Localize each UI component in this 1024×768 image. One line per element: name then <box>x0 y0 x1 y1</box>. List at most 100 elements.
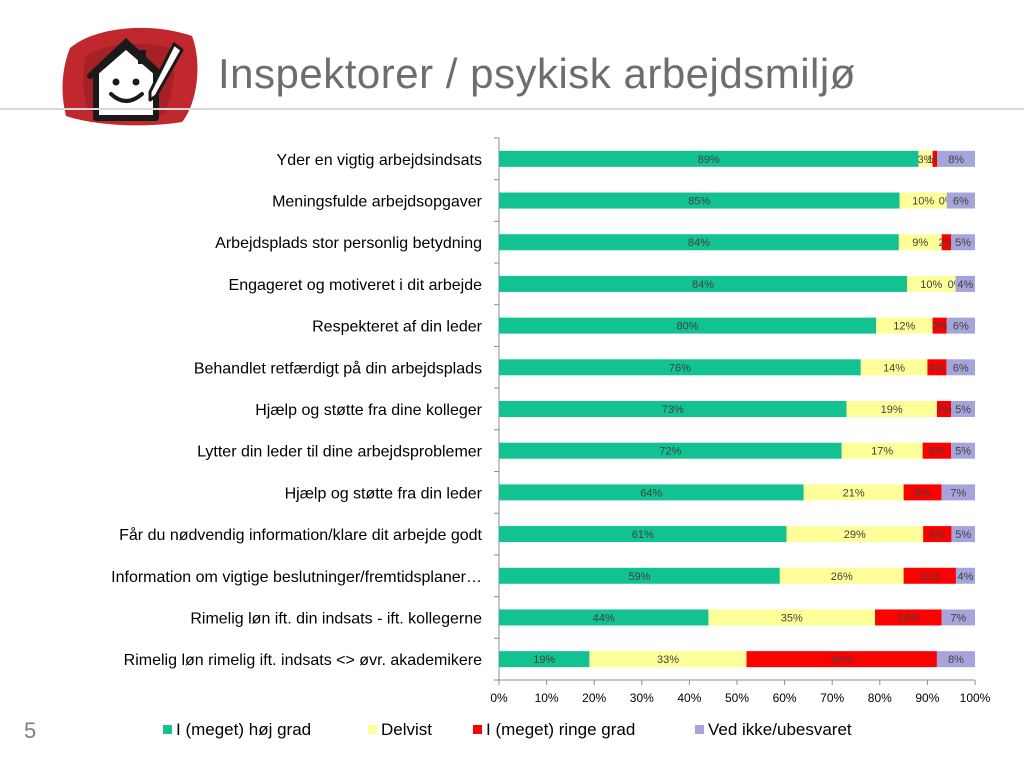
legend-label: I (meget) høj grad <box>176 720 311 739</box>
data-label: 84% <box>688 237 710 249</box>
bar-segment <box>589 651 747 668</box>
data-label: 21% <box>843 487 865 499</box>
bar-segment <box>499 401 847 417</box>
legend-swatch <box>368 725 377 734</box>
data-label: 6% <box>929 446 945 458</box>
data-label: 19% <box>533 654 555 666</box>
bar-segment <box>937 150 975 167</box>
data-label: 10% <box>920 279 942 291</box>
bar-segment <box>499 484 804 501</box>
bar-segment <box>803 484 904 501</box>
bar-segment <box>955 275 975 292</box>
data-label: 12% <box>893 321 915 333</box>
x-tick-label: 80% <box>868 691 892 705</box>
bar-segment <box>941 484 975 501</box>
slide-number: 5 <box>24 718 37 743</box>
bar-segment <box>499 150 919 167</box>
category-label: Lytter din leder til dine arbejdsproblem… <box>197 444 483 461</box>
bar-segment <box>499 317 877 334</box>
data-label: 85% <box>688 196 710 208</box>
bar-segment <box>927 359 947 376</box>
data-label: 17% <box>871 446 893 458</box>
bar-segment <box>499 526 787 543</box>
data-label: 5% <box>955 446 971 458</box>
data-label: 14% <box>897 612 919 624</box>
data-label: 64% <box>640 487 662 499</box>
data-label: 29% <box>844 529 866 541</box>
legend-swatch <box>473 725 482 734</box>
data-label: 3% <box>918 154 934 166</box>
bar-segment <box>941 609 975 626</box>
category-label: Engageret og motiveret i dit arbejde <box>229 277 483 294</box>
bar-segment <box>499 234 899 251</box>
bar-segment <box>786 526 924 543</box>
bar-segment <box>860 359 928 376</box>
legend-swatch <box>163 725 172 734</box>
data-label: 40% <box>831 654 853 666</box>
x-tick-label: 50% <box>725 691 749 705</box>
bar-segment <box>846 401 937 417</box>
bar-segment <box>499 609 709 626</box>
data-label: 89% <box>698 154 720 166</box>
x-tick-label: 30% <box>630 691 654 705</box>
bar-segment <box>499 359 861 376</box>
data-label: 4% <box>958 571 974 583</box>
data-label: 7% <box>950 487 966 499</box>
category-label: Arbejdsplads stor personlig betydning <box>215 235 482 252</box>
data-label: 3% <box>932 321 948 333</box>
legend-swatch <box>695 725 704 734</box>
data-label: 72% <box>659 446 681 458</box>
bar-segment <box>951 442 975 459</box>
legend-label: I (meget) ringe grad <box>486 720 635 739</box>
category-label: Får du nødvendig information/klare dit a… <box>119 526 482 544</box>
data-label: 8% <box>915 487 931 499</box>
house-smiley-pencil-logo <box>62 27 198 126</box>
bar-segment <box>918 150 933 167</box>
data-label: 76% <box>669 362 691 374</box>
data-label: 8% <box>948 654 964 666</box>
data-label: 9% <box>912 237 928 249</box>
bar-segment <box>499 192 900 209</box>
page-title: Inspektorer / psykisk arbejdsmiljø <box>218 50 856 97</box>
legend-label: Ved ikke/ubesvaret <box>708 720 852 739</box>
data-label: 6% <box>953 321 969 333</box>
data-label: 35% <box>781 612 803 624</box>
data-label: 14% <box>883 362 905 374</box>
bar-segment <box>951 401 975 417</box>
data-label: 2% <box>938 237 954 249</box>
x-tick-label: 10% <box>535 691 559 705</box>
bar-segment <box>951 526 975 543</box>
data-label: 59% <box>628 571 650 583</box>
bar-segment <box>907 275 956 292</box>
data-label: 4% <box>957 279 973 291</box>
data-label: 26% <box>831 571 853 583</box>
category-label: Rimelig løn rimelig ift. indsats <> øvr.… <box>124 652 482 669</box>
data-label: 44% <box>593 612 615 624</box>
bar-segment <box>923 526 952 543</box>
bar-segment <box>946 317 975 334</box>
category-label: Meningsfulde arbejdsopgaver <box>272 194 483 211</box>
bar-segment <box>946 359 975 376</box>
x-tick-label: 40% <box>677 691 701 705</box>
data-label: 6% <box>953 196 969 208</box>
data-label: 33% <box>657 654 679 666</box>
category-label: Behandlet retfærdigt på din arbejdsplads <box>194 359 482 377</box>
data-label: 7% <box>950 612 966 624</box>
data-label: 10% <box>912 196 934 208</box>
data-label: 80% <box>676 321 698 333</box>
bar-segment <box>932 317 947 334</box>
bar-segment <box>946 192 975 209</box>
x-tick-label: 60% <box>773 691 797 705</box>
data-label: 5% <box>955 237 971 249</box>
data-label: 11% <box>919 571 940 583</box>
bar-segment <box>941 234 952 251</box>
bar-segment <box>898 234 942 251</box>
bar-segment <box>903 484 942 501</box>
category-label: Rimelig løn ift. din indsats - ift. koll… <box>190 610 482 627</box>
legend-label: Delvist <box>381 720 432 739</box>
title-divider <box>0 108 1024 110</box>
category-label: Hjælp og støtte fra dine kolleger <box>255 402 482 419</box>
data-label: 6% <box>929 529 945 541</box>
data-label: 19% <box>881 404 903 416</box>
data-label: 61% <box>632 529 654 541</box>
